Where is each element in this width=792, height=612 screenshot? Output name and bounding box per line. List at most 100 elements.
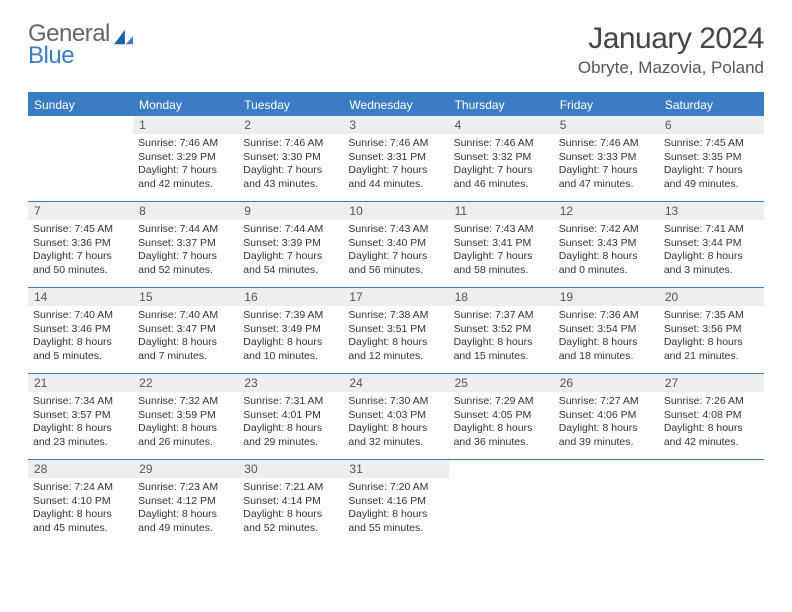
- day-body: Sunrise: 7:31 AMSunset: 4:01 PMDaylight:…: [238, 392, 343, 455]
- sunset-text: Sunset: 3:43 PM: [559, 237, 654, 251]
- day-body: Sunrise: 7:38 AMSunset: 3:51 PMDaylight:…: [343, 306, 448, 369]
- sunset-text: Sunset: 3:31 PM: [348, 151, 443, 165]
- weekday-header: Monday: [133, 94, 238, 116]
- day-body: Sunrise: 7:45 AMSunset: 3:36 PMDaylight:…: [28, 220, 133, 283]
- day-body: Sunrise: 7:26 AMSunset: 4:08 PMDaylight:…: [659, 392, 764, 455]
- sunset-text: Sunset: 3:56 PM: [664, 323, 759, 337]
- daylight-text: Daylight: 7 hours and 46 minutes.: [454, 164, 549, 191]
- day-cell: 7Sunrise: 7:45 AMSunset: 3:36 PMDaylight…: [28, 202, 133, 287]
- day-number: 29: [133, 460, 238, 478]
- day-number: 10: [343, 202, 448, 220]
- weekday-header: Saturday: [659, 94, 764, 116]
- sunrise-text: Sunrise: 7:29 AM: [454, 395, 549, 409]
- day-body: Sunrise: 7:20 AMSunset: 4:16 PMDaylight:…: [343, 478, 448, 541]
- sunset-text: Sunset: 3:54 PM: [559, 323, 654, 337]
- sunset-text: Sunset: 3:49 PM: [243, 323, 338, 337]
- day-body: Sunrise: 7:40 AMSunset: 3:46 PMDaylight:…: [28, 306, 133, 369]
- day-number: 26: [554, 374, 659, 392]
- day-body: Sunrise: 7:43 AMSunset: 3:41 PMDaylight:…: [449, 220, 554, 283]
- day-cell: 21Sunrise: 7:34 AMSunset: 3:57 PMDayligh…: [28, 374, 133, 459]
- sunset-text: Sunset: 3:30 PM: [243, 151, 338, 165]
- day-cell: 27Sunrise: 7:26 AMSunset: 4:08 PMDayligh…: [659, 374, 764, 459]
- day-number: 5: [554, 116, 659, 134]
- day-cell: 31Sunrise: 7:20 AMSunset: 4:16 PMDayligh…: [343, 460, 448, 545]
- day-number: 6: [659, 116, 764, 134]
- empty-day-cell: [28, 116, 133, 201]
- day-cell: 20Sunrise: 7:35 AMSunset: 3:56 PMDayligh…: [659, 288, 764, 373]
- sunrise-text: Sunrise: 7:20 AM: [348, 481, 443, 495]
- day-body: Sunrise: 7:29 AMSunset: 4:05 PMDaylight:…: [449, 392, 554, 455]
- empty-day-cell: [554, 460, 659, 545]
- day-number: 28: [28, 460, 133, 478]
- daylight-text: Daylight: 7 hours and 42 minutes.: [138, 164, 233, 191]
- day-cell: 28 Sunrise: 7:24 AMSunset: 4:10 PMDayligh…: [28, 460, 133, 545]
- sunrise-text: Sunrise: 7:37 AM: [454, 309, 549, 323]
- sunset-text: Sunset: 3:47 PM: [138, 323, 233, 337]
- day-cell: 4Sunrise: 7:46 AMSunset: 3:32 PMDaylight…: [449, 116, 554, 201]
- sunrise-text: Sunrise: 7:41 AM: [664, 223, 759, 237]
- sunset-text: Sunset: 4:14 PM: [243, 495, 338, 509]
- day-number: 12: [554, 202, 659, 220]
- day-cell: 13Sunrise: 7:41 AMSunset: 3:44 PMDayligh…: [659, 202, 764, 287]
- day-number: 4: [449, 116, 554, 134]
- sunset-text: Sunset: 3:36 PM: [33, 237, 128, 251]
- empty-day-cell: [449, 460, 554, 545]
- sunrise-text: Sunrise: 7:46 AM: [138, 137, 233, 151]
- day-number: 17: [343, 288, 448, 306]
- sunrise-text: Sunrise: 7:21 AM: [243, 481, 338, 495]
- day-cell: 16Sunrise: 7:39 AMSunset: 3:49 PMDayligh…: [238, 288, 343, 373]
- daylight-text: Daylight: 8 hours and 29 minutes.: [243, 422, 338, 449]
- day-cell: 15Sunrise: 7:40 AMSunset: 3:47 PMDayligh…: [133, 288, 238, 373]
- day-number: 20: [659, 288, 764, 306]
- day-body: Sunrise: 7:39 AMSunset: 3:49 PMDaylight:…: [238, 306, 343, 369]
- weekday-header: Thursday: [449, 94, 554, 116]
- day-cell: 8Sunrise: 7:44 AMSunset: 3:37 PMDaylight…: [133, 202, 238, 287]
- sunrise-text: Sunrise: 7:34 AM: [33, 395, 128, 409]
- daylight-text: Daylight: 7 hours and 56 minutes.: [348, 250, 443, 277]
- day-body: Sunrise: 7:44 AMSunset: 3:39 PMDaylight:…: [238, 220, 343, 283]
- sunset-text: Sunset: 3:52 PM: [454, 323, 549, 337]
- daylight-text: Daylight: 8 hours and 15 minutes.: [454, 336, 549, 363]
- daylight-text: Daylight: 8 hours and 12 minutes.: [348, 336, 443, 363]
- sunset-text: Sunset: 3:29 PM: [138, 151, 233, 165]
- logo: GeneralBlue: [28, 22, 136, 68]
- day-body: Sunrise: 7:46 AMSunset: 3:29 PMDaylight:…: [133, 134, 238, 197]
- day-number: 19: [554, 288, 659, 306]
- day-cell: 29Sunrise: 7:23 AMSunset: 4:12 PMDayligh…: [133, 460, 238, 545]
- day-cell: 6Sunrise: 7:45 AMSunset: 3:35 PMDaylight…: [659, 116, 764, 201]
- day-body: Sunrise: 7:34 AMSunset: 3:57 PMDaylight:…: [28, 392, 133, 455]
- weekday-header-row: SundayMondayTuesdayWednesdayThursdayFrid…: [28, 94, 764, 116]
- week-row: 7Sunrise: 7:45 AMSunset: 3:36 PMDaylight…: [28, 202, 764, 288]
- title-block: January 2024 Obryte, Mazovia, Poland: [578, 22, 764, 78]
- sunrise-text: Sunrise: 7:30 AM: [348, 395, 443, 409]
- sunset-text: Sunset: 4:16 PM: [348, 495, 443, 509]
- daylight-text: Daylight: 8 hours and 55 minutes.: [348, 508, 443, 535]
- daylight-text: Daylight: 8 hours and 32 minutes.: [348, 422, 443, 449]
- day-cell: 25Sunrise: 7:29 AMSunset: 4:05 PMDayligh…: [449, 374, 554, 459]
- month-title: January 2024: [578, 22, 764, 56]
- daylight-text: Daylight: 8 hours and 45 minutes.: [33, 508, 128, 535]
- day-body: Sunrise: 7:35 AMSunset: 3:56 PMDaylight:…: [659, 306, 764, 369]
- sunrise-text: Sunrise: 7:46 AM: [348, 137, 443, 151]
- sunrise-text: Sunrise: 7:35 AM: [664, 309, 759, 323]
- daylight-text: Daylight: 8 hours and 49 minutes.: [138, 508, 233, 535]
- weekday-header: Friday: [554, 94, 659, 116]
- sunrise-text: Sunrise: 7:39 AM: [243, 309, 338, 323]
- day-number: 22: [133, 374, 238, 392]
- location-subtitle: Obryte, Mazovia, Poland: [578, 58, 764, 78]
- sunrise-text: Sunrise: 7:44 AM: [138, 223, 233, 237]
- sunset-text: Sunset: 4:10 PM: [33, 495, 128, 509]
- sunset-text: Sunset: 3:40 PM: [348, 237, 443, 251]
- daylight-text: Daylight: 7 hours and 50 minutes.: [33, 250, 128, 277]
- sunset-text: Sunset: 3:51 PM: [348, 323, 443, 337]
- daylight-text: Daylight: 8 hours and 21 minutes.: [664, 336, 759, 363]
- sunset-text: Sunset: 4:12 PM: [138, 495, 233, 509]
- day-cell: 18Sunrise: 7:37 AMSunset: 3:52 PMDayligh…: [449, 288, 554, 373]
- day-cell: 2Sunrise: 7:46 AMSunset: 3:30 PMDaylight…: [238, 116, 343, 201]
- daylight-text: Daylight: 8 hours and 0 minutes.: [559, 250, 654, 277]
- sunrise-text: Sunrise: 7:24 AM: [33, 481, 128, 495]
- day-cell: 24Sunrise: 7:30 AMSunset: 4:03 PMDayligh…: [343, 374, 448, 459]
- day-number: 31: [343, 460, 448, 478]
- day-cell: 12Sunrise: 7:42 AMSunset: 3:43 PMDayligh…: [554, 202, 659, 287]
- day-cell: 23Sunrise: 7:31 AMSunset: 4:01 PMDayligh…: [238, 374, 343, 459]
